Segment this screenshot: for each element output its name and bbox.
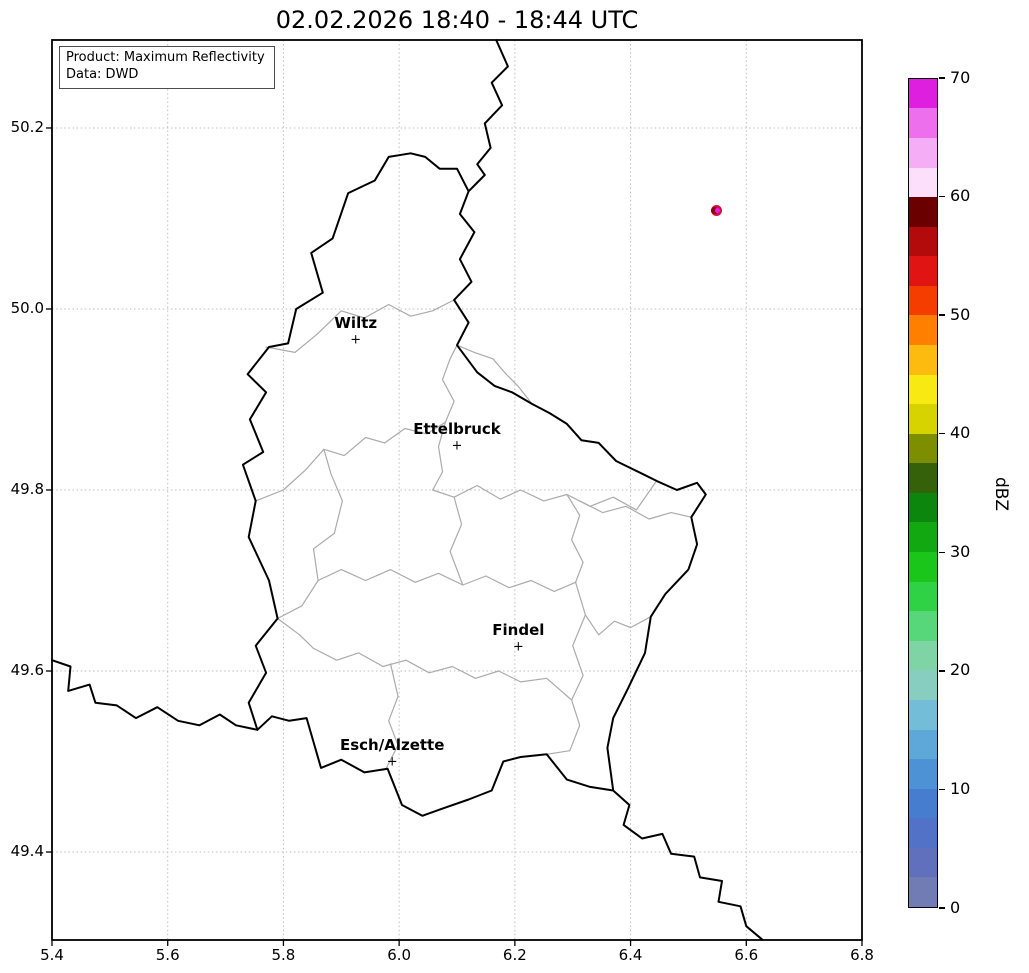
colorbar-tick-label: 50 [950,304,971,324]
colorbar-segment [909,167,937,198]
colorbar-segment [909,108,937,138]
map-plot-area: Product: Maximum Reflectivity Data: DWD … [46,39,863,946]
district-border [584,614,652,636]
colorbar-segment [909,581,937,612]
x-tick-label: 6.4 [618,946,643,964]
colorbar-tick [939,907,945,909]
district-border [385,663,399,769]
colorbar-tick [939,551,945,553]
colorbar-segment [909,611,937,641]
colorbar [908,78,938,908]
x-tick-label: 5.4 [40,946,64,964]
radar-echo [711,207,719,215]
colorbar-tick [939,314,945,316]
colorbar-tick-label: 30 [950,541,971,561]
colorbar-segment [909,847,937,878]
city-marker: + [350,332,362,348]
colorbar-segment [909,522,937,553]
colorbar-segment [909,729,937,760]
city-label: Esch/Alzette [339,736,445,755]
district-border [566,493,584,583]
x-tick-label: 6.8 [850,946,874,964]
country-border [612,789,764,941]
district-border [546,581,587,755]
x-tick-label: 6.6 [734,946,759,964]
radar-echo [715,207,721,213]
y-tick-label: 49.4 [10,842,44,861]
colorbar-segment [909,699,937,730]
colorbar-tick [939,670,945,672]
city-label: Ettelbruck [413,419,501,438]
city-label: Wiltz [334,313,378,332]
colorbar-segment [909,552,937,582]
colorbar-segment [909,492,937,523]
district-border [449,496,464,586]
district-border [432,480,658,511]
district-border [579,500,692,520]
colorbar-segment [909,137,937,168]
colorbar-segment [909,226,937,257]
map-svg [46,39,863,946]
plot-frame [51,39,863,941]
colorbar-segment [909,463,937,493]
colorbar-segment [909,788,937,819]
colorbar-segment [909,404,937,434]
colorbar-tick [939,77,945,79]
colorbar-tick-label: 20 [950,660,971,680]
y-tick-label: 49.6 [10,661,44,679]
district-border [265,299,455,353]
colorbar-tick-label: 0 [950,897,961,917]
y-tick-label: 50.2 [10,117,44,136]
city-marker: + [451,438,463,454]
plot-title: 02.02.2026 18:40 - 18:44 UTC [275,6,639,34]
district-border [432,421,446,491]
colorbar-segment [909,818,937,848]
colorbar-tick-label: 60 [950,186,971,206]
district-border [441,344,458,423]
city-label: Findel [492,621,545,640]
colorbar-tick-label: 10 [950,778,971,798]
city-marker: + [512,639,524,655]
x-tick-label: 5.6 [155,946,180,964]
country-border [241,152,707,817]
product-info-box: Product: Maximum Reflectivity Data: DWD [59,46,275,89]
colorbar-tick-label: 40 [950,423,971,443]
colorbar-segment [909,759,937,789]
colorbar-segment [909,345,937,375]
colorbar-segment [909,285,937,316]
colorbar-segment [909,315,937,346]
colorbar-segment [909,640,937,671]
y-tick-label: 49.8 [10,480,44,498]
colorbar-tick [939,433,945,435]
district-border [277,448,343,620]
country-border [51,659,259,731]
colorbar-segment [909,670,937,700]
district-border [255,421,446,502]
y-tick-label: 50.0 [10,298,44,317]
x-tick-label: 6.0 [387,946,412,964]
colorbar-segment [909,374,937,405]
product-label: Product: Maximum Reflectivity [66,50,265,65]
city-marker: + [386,754,398,770]
colorbar-tick-label: 70 [950,67,971,87]
x-tick-label: 6.2 [502,946,527,964]
colorbar-unit-label: dBZ [991,476,1011,512]
colorbar-tick [939,788,945,791]
colorbar-segment [909,256,937,286]
colorbar-tick [939,195,945,198]
colorbar-segment [909,78,937,109]
district-border [317,568,577,593]
district-border [277,617,573,701]
country-border [467,39,509,193]
data-source-label: Data: DWD [66,66,139,82]
x-tick-label: 5.8 [271,946,296,964]
district-border [456,344,533,405]
colorbar-segment [909,877,937,907]
colorbar-segment [909,433,937,464]
colorbar-segment [909,197,937,227]
